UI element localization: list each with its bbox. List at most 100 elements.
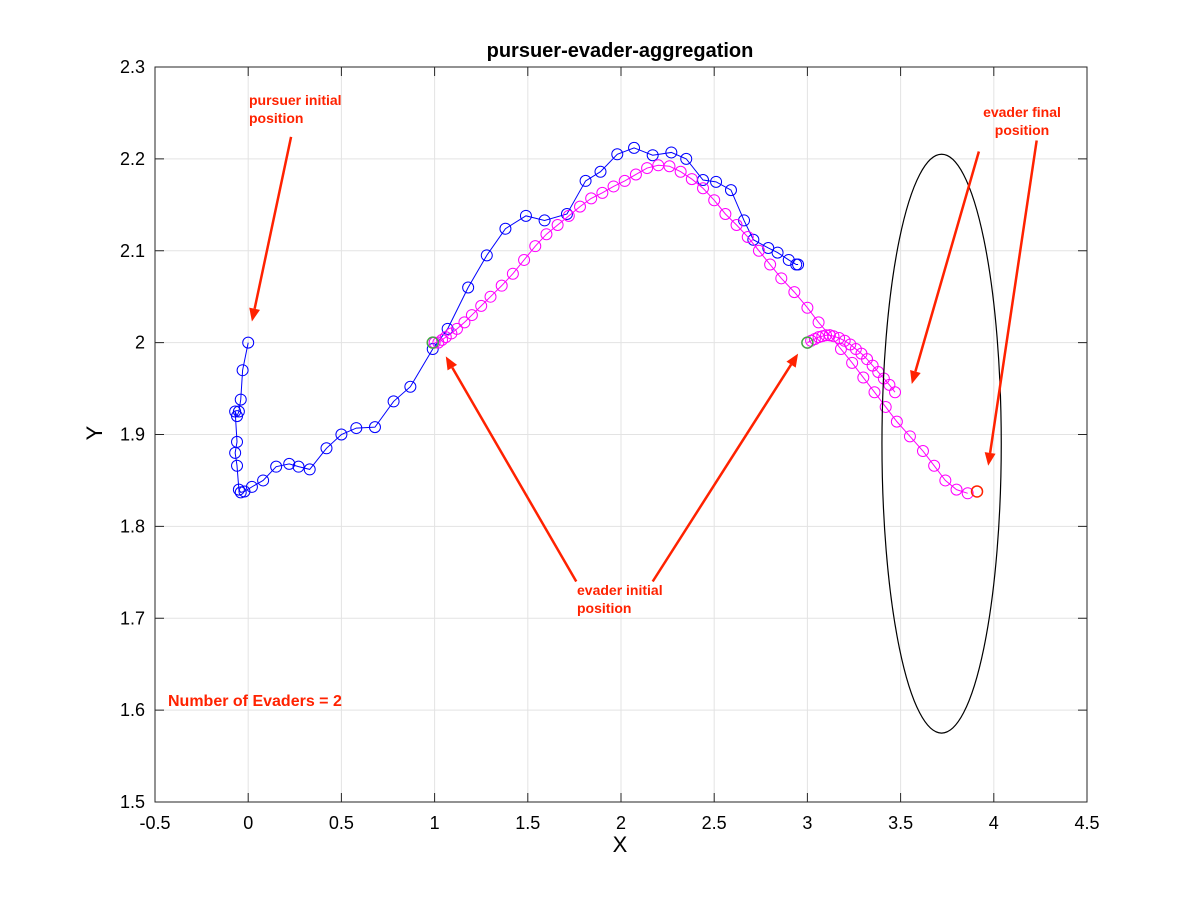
- data-point: [747, 233, 760, 246]
- data-point: [238, 485, 251, 498]
- data-point: [236, 364, 249, 377]
- data-point: [234, 393, 247, 406]
- data-point: [730, 219, 743, 232]
- data-point: [708, 194, 721, 207]
- data-point: [685, 173, 698, 186]
- data-point: [868, 386, 881, 399]
- tick-labels: -0.5 0 0.5 1 1.5 2 2.5 3 3.5 4 4.5 1.5 1.6 1.7 1.8 1.9 2…: [120, 57, 1100, 833]
- x-tick-label: 0: [243, 813, 253, 833]
- y-tick-label: 2: [135, 333, 145, 353]
- data-point: [506, 267, 519, 280]
- annotation-arrow: [253, 136, 293, 310]
- data-point: [674, 165, 687, 178]
- data-point: [771, 246, 784, 259]
- annotation-text: evader final: [983, 104, 1061, 120]
- data-point: [450, 322, 463, 335]
- annotation-text: pursuer initial: [249, 92, 342, 108]
- data-point: [788, 286, 801, 299]
- data-point: [741, 230, 754, 243]
- arrow-head: [249, 307, 261, 322]
- data-point: [890, 415, 903, 428]
- x-tick-label: 4: [989, 813, 999, 833]
- x-tick-label: 1: [430, 813, 440, 833]
- data-point: [903, 430, 916, 443]
- data-point: [462, 281, 475, 294]
- data-point: [697, 182, 710, 195]
- annotation-3: evader initial position: [445, 353, 799, 616]
- y-tick-label: 1.5: [120, 792, 145, 812]
- series-line: [234, 147, 799, 493]
- annotation-2: evader final position: [910, 104, 1061, 466]
- evader-count-label: Number of Evaders = 2: [168, 693, 342, 710]
- data-point: [529, 240, 542, 253]
- y-tick-label: 1.8: [120, 516, 145, 536]
- data-point: [573, 200, 586, 213]
- data-point: [229, 405, 242, 418]
- data-point: [752, 244, 765, 257]
- data-point: [724, 184, 737, 197]
- x-tick-label: 3: [802, 813, 812, 833]
- data-point: [436, 333, 449, 346]
- data-point: [465, 309, 478, 322]
- x-tick-label: 2: [616, 813, 626, 833]
- y-tick-label: 1.6: [120, 700, 145, 720]
- series-line: [434, 164, 968, 494]
- data-point: [641, 162, 654, 175]
- final-position-marker: [970, 485, 984, 498]
- data-point: [764, 258, 777, 271]
- data-point: [350, 422, 363, 435]
- initial-position-marker: [426, 336, 439, 349]
- data-point: [387, 395, 400, 408]
- x-tick-label: 1.5: [515, 813, 540, 833]
- series-line: [807, 334, 896, 393]
- data-point: [551, 219, 564, 232]
- y-tick-label: 1.7: [120, 608, 145, 628]
- y-axis-label: Y: [82, 425, 107, 440]
- annotation-arrow: [651, 363, 793, 583]
- data-point: [499, 222, 512, 235]
- data-point: [775, 272, 788, 285]
- x-tick-label: 2.5: [702, 813, 727, 833]
- y-tick-label: 1.9: [120, 425, 145, 445]
- data-point: [596, 186, 609, 199]
- data-point: [879, 400, 892, 413]
- data-point: [719, 208, 732, 220]
- annotation-text: position: [249, 110, 303, 126]
- data-point: [594, 165, 607, 178]
- data-point: [441, 322, 454, 335]
- data-point: [229, 446, 242, 459]
- annotation-arrow: [914, 151, 981, 372]
- capture-ellipse: [881, 153, 1002, 734]
- data-point: [950, 483, 963, 496]
- data-point: [283, 457, 296, 470]
- ellipse-layer: [881, 153, 1002, 734]
- data-point: [270, 460, 283, 473]
- data-point: [710, 175, 723, 188]
- data-point: [231, 459, 244, 472]
- data-point: [680, 152, 693, 165]
- data-point: [480, 249, 493, 262]
- annotation-text: position: [577, 600, 631, 616]
- data-point: [232, 483, 245, 496]
- data-point: [792, 258, 805, 271]
- arrow-head: [910, 369, 921, 384]
- x-axis-label: X: [613, 832, 628, 857]
- annotation-arrow: [988, 140, 1038, 454]
- annotation-text: position: [995, 122, 1049, 138]
- data-point: [562, 209, 575, 222]
- data-point: [939, 474, 952, 487]
- series-layer: [229, 141, 984, 500]
- y-tick-label: 2.2: [120, 149, 145, 169]
- data-point: [495, 279, 508, 292]
- data-point: [827, 330, 840, 343]
- series-3: [801, 329, 902, 399]
- data-point: [663, 160, 676, 173]
- data-point: [628, 141, 641, 154]
- data-point: [961, 487, 974, 500]
- data-point: [242, 336, 255, 349]
- data-point: [833, 332, 846, 345]
- series-2: [428, 159, 974, 500]
- x-tick-label: -0.5: [139, 813, 170, 833]
- data-point: [846, 356, 859, 369]
- data-point: [916, 445, 929, 458]
